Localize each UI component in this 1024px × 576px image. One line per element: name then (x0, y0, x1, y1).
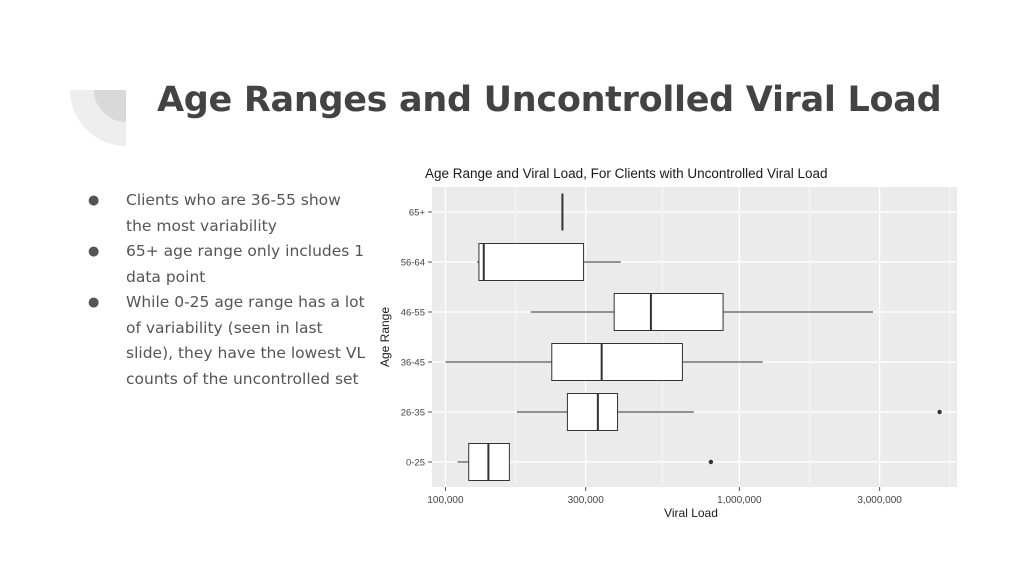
x-axis-label: Viral Load (664, 506, 718, 520)
y-tick-label: 26-35 (401, 408, 425, 419)
chart-boxes (445, 193, 942, 481)
y-tick-label: 46-55 (401, 308, 425, 319)
x-tick-label: 100,000 (427, 495, 464, 506)
bullet-dot-icon: ● (88, 244, 100, 259)
outlier-point (708, 459, 714, 465)
iqr-box (613, 293, 724, 331)
chart-ticks: 100,000 300,000 1,000,000 3,000,000 0-25 26-3… (401, 208, 903, 507)
iqr-box (478, 243, 585, 281)
chart-title: Age Range and Viral Load, For Clients wi… (425, 166, 828, 181)
y-tick-label: 36-45 (401, 358, 425, 369)
bullet-list: ● Clients who are 36-55 show the most var… (86, 188, 371, 392)
bullet-text: While 0-25 age range has a lot of variab… (126, 293, 366, 388)
outlier-point (937, 409, 942, 415)
bullet-dot-icon: ● (88, 193, 100, 208)
iqr-box (566, 393, 619, 431)
bullet-text: 65+ age range only includes 1 data point (126, 242, 365, 286)
bullet-item: ● While 0-25 age range has a lot of varia… (86, 290, 371, 392)
box-0-25 (457, 443, 714, 481)
y-tick-label: 65+ (409, 208, 426, 219)
bullet-item: ● 65+ age range only includes 1 data poin… (86, 239, 371, 290)
iqr-box (551, 343, 683, 381)
bullet-dot-icon: ● (88, 295, 100, 310)
y-tick-label: 56-64 (401, 258, 425, 269)
bullet-text: Clients who are 36-55 show the most vari… (126, 191, 341, 235)
x-tick-label: 300,000 (568, 495, 605, 506)
corner-decoration (70, 90, 126, 146)
slide-title: Age Ranges and Uncontrolled Viral Load (157, 80, 942, 120)
x-tick-label: 3,000,000 (857, 495, 902, 506)
bullet-item: ● Clients who are 36-55 show the most var… (86, 188, 371, 239)
chart-panel (432, 187, 957, 487)
boxplot-chart: Age Range and Viral Load, For Clients wi… (378, 166, 957, 520)
box-26-35 (516, 393, 942, 431)
y-tick-label: 0-25 (406, 458, 425, 469)
box-36-45 (445, 343, 763, 381)
box-46-55 (530, 293, 874, 331)
box-56-64 (476, 243, 621, 281)
y-axis-label: Age Range (378, 307, 392, 367)
x-tick-label: 1,000,000 (717, 495, 762, 506)
